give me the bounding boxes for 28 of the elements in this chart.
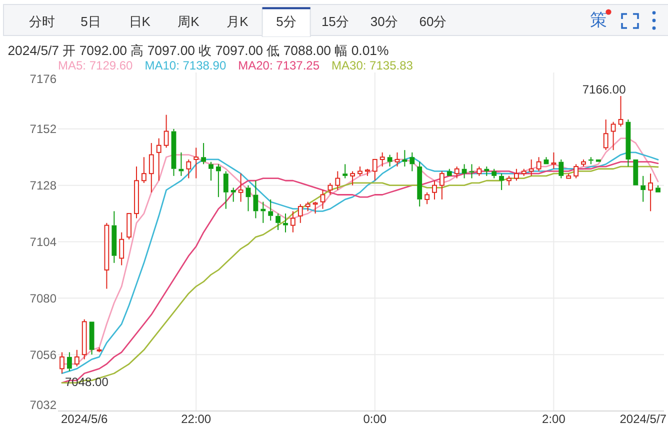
tab-label: 60分 — [419, 14, 447, 29]
y-tick-label: 7056 — [30, 348, 56, 362]
x-tick-label: 22:00 — [181, 412, 212, 425]
legend-item: MA10: 7138.90 — [144, 58, 226, 72]
y-tick-label: 7176 — [30, 72, 56, 86]
y-tick-label: 7152 — [30, 122, 56, 136]
tab-label: 15分 — [321, 14, 349, 29]
x-tick-label: 0:00 — [363, 412, 387, 425]
tab-label: 周K — [178, 14, 200, 29]
high-label: 7166.00 — [582, 82, 626, 96]
tab-label: 5日 — [80, 14, 101, 29]
tab-label: 5分 — [276, 14, 296, 29]
strategy-label: 策 — [590, 10, 608, 30]
legend-item: MA30: 7135.83 — [332, 58, 413, 72]
tab-label: 分时 — [28, 14, 55, 29]
tab-label: 30分 — [370, 14, 398, 29]
y-tick-label: 7104 — [30, 235, 56, 250]
subtitle: 2024/5/7 开 7092.00 高 7097.00 收 7097.00 低 7088.00 幅 0.01% — [8, 42, 389, 58]
x-tick-label: 2:00 — [542, 412, 566, 425]
y-tick-label: 7032 — [30, 398, 56, 412]
legend-item: MA20: 7137.25 — [238, 58, 320, 72]
tab-label: 日K — [128, 14, 150, 29]
y-tick-label: 7128 — [30, 178, 56, 193]
tab-label: 月K — [226, 14, 248, 29]
x-tick-label: 2024/5/7 — [620, 412, 666, 425]
legend-item: MA5: 7129.60 — [58, 58, 133, 72]
x-tick-label: 2024/5/6 — [61, 412, 108, 425]
y-tick-label: 7080 — [30, 291, 56, 306]
